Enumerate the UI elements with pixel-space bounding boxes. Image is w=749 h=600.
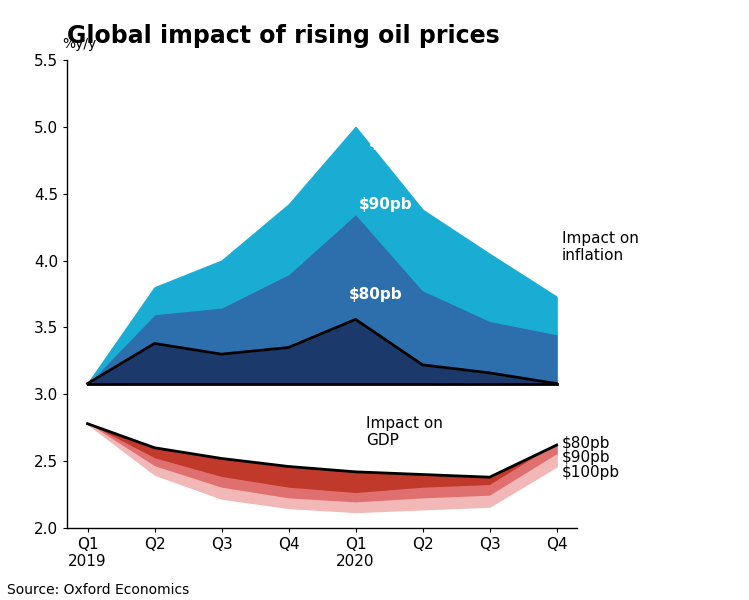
Text: $100pb: $100pb	[562, 465, 620, 480]
Text: Global impact of rising oil prices: Global impact of rising oil prices	[67, 25, 500, 49]
Text: Source: Oxford Economics: Source: Oxford Economics	[7, 583, 189, 597]
Text: Impact on
inflation: Impact on inflation	[562, 231, 639, 263]
Text: %y/y: %y/y	[62, 37, 97, 50]
Text: $100pb: $100pb	[369, 136, 433, 151]
Text: $80pb: $80pb	[349, 287, 402, 302]
Text: $90pb: $90pb	[562, 450, 610, 466]
Text: $90pb: $90pb	[359, 197, 413, 212]
Text: Impact on
GDP: Impact on GDP	[366, 416, 443, 448]
Text: $80pb: $80pb	[562, 436, 610, 451]
